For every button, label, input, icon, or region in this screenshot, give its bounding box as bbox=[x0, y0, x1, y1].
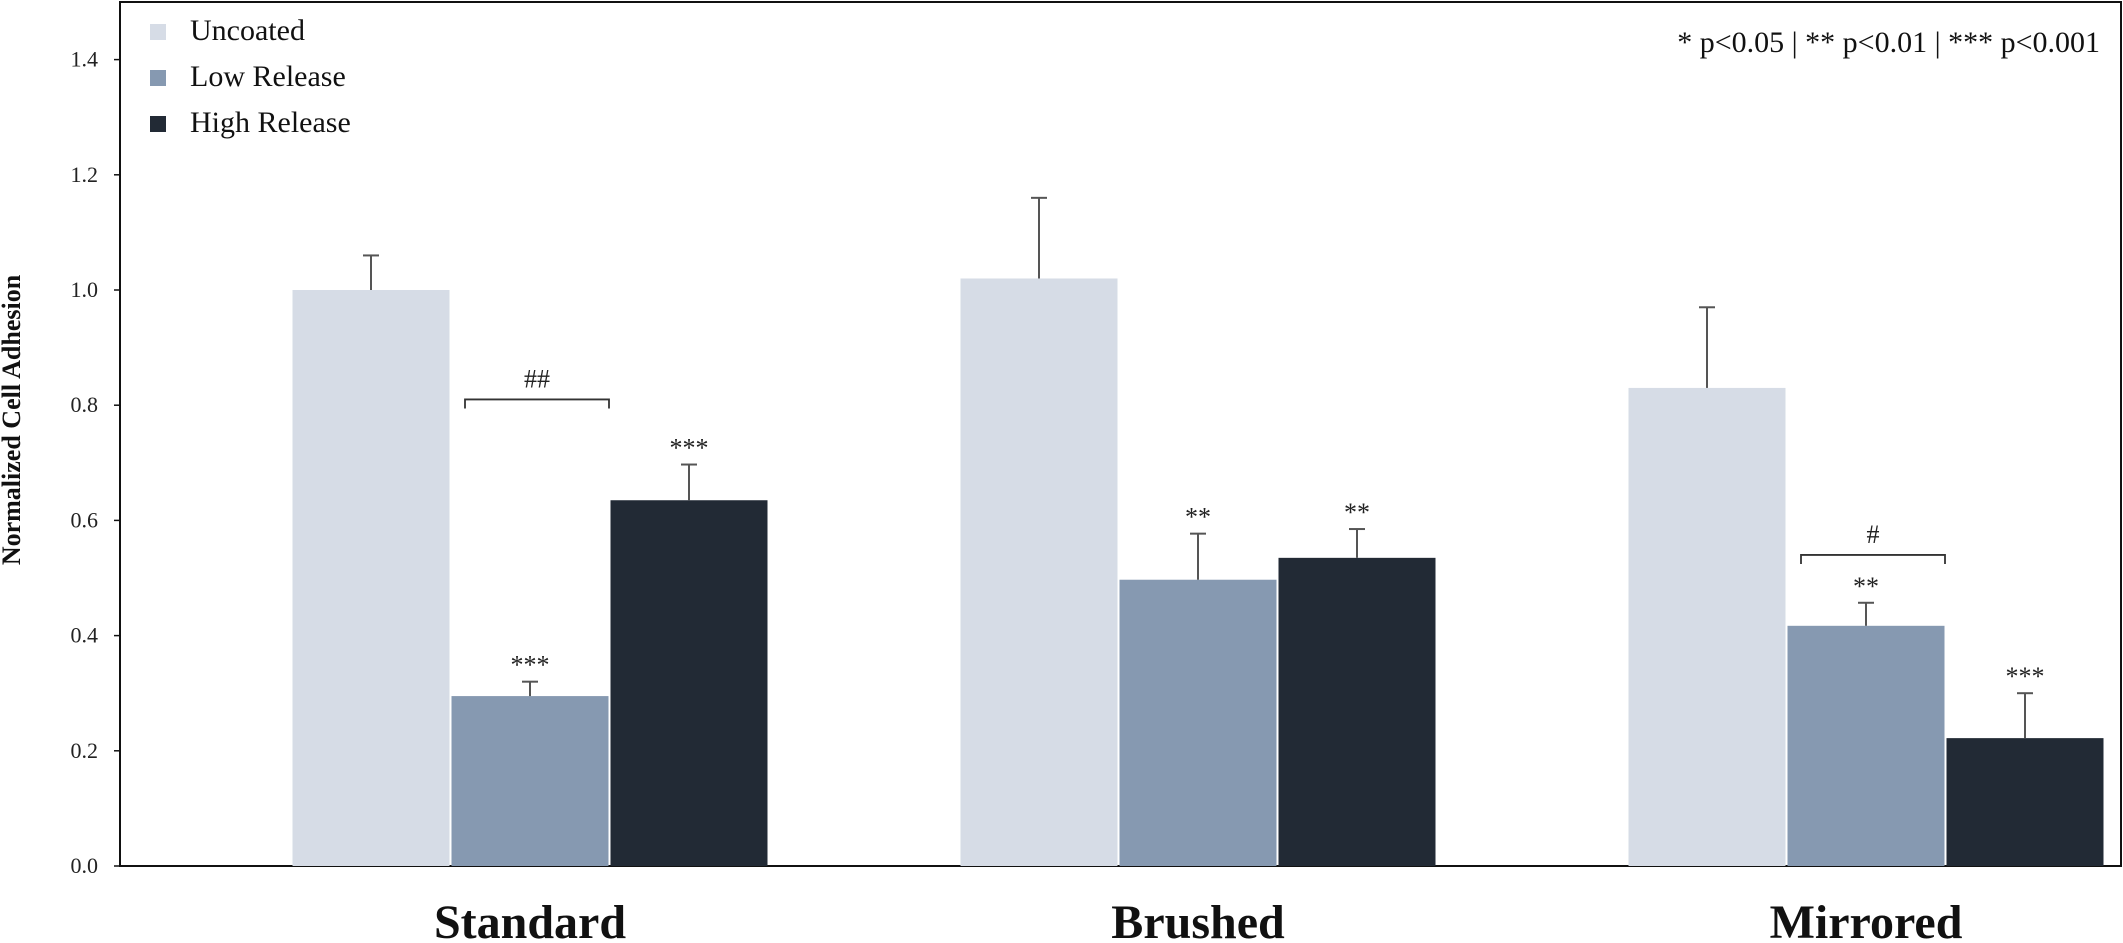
significance-label: *** bbox=[670, 434, 709, 463]
bar bbox=[960, 278, 1118, 867]
bar bbox=[1628, 387, 1786, 866]
bracket bbox=[1800, 554, 1946, 564]
bars-group bbox=[292, 278, 2104, 867]
y-tick-label: 1.0 bbox=[71, 277, 99, 302]
bracket-label: ## bbox=[524, 364, 550, 393]
brackets-group: ### bbox=[464, 364, 1946, 564]
legend-swatch bbox=[150, 116, 166, 132]
bar bbox=[1787, 625, 1945, 866]
y-axis: 0.0 0.2 0.4 0.6 0.8 1.0 1.2 1.4 bbox=[71, 47, 120, 878]
bar bbox=[451, 696, 609, 866]
legend: Uncoated Low Release High Release bbox=[150, 14, 351, 139]
bracket-label: # bbox=[1867, 520, 1880, 549]
bar bbox=[292, 290, 450, 866]
legend-label: Uncoated bbox=[190, 14, 305, 47]
bar bbox=[1278, 557, 1436, 866]
y-tick-label: 0.8 bbox=[71, 392, 99, 417]
y-tick-label: 1.2 bbox=[71, 162, 99, 187]
significance-label: ** bbox=[1344, 498, 1370, 527]
legend-label: Low Release bbox=[190, 60, 346, 93]
significance-label: *** bbox=[2006, 662, 2045, 691]
bar bbox=[610, 500, 768, 866]
y-tick-label: 0.0 bbox=[71, 853, 99, 878]
y-tick-label: 0.4 bbox=[71, 623, 99, 648]
legend-label: High Release bbox=[190, 106, 351, 139]
p-value-annotation: * p<0.05 | ** p<0.01 | *** p<0.001 bbox=[1677, 26, 2100, 59]
category-label: Brushed bbox=[1111, 896, 1285, 943]
legend-swatch bbox=[150, 24, 166, 40]
error-bars-group bbox=[363, 196, 2033, 739]
category-labels: Standard Brushed Mirrored bbox=[434, 896, 1963, 943]
bar bbox=[1946, 738, 2104, 866]
y-tick-label: 0.6 bbox=[71, 507, 99, 532]
bar bbox=[1119, 579, 1277, 866]
legend-swatch bbox=[150, 70, 166, 86]
significance-label: ** bbox=[1853, 572, 1879, 601]
category-label: Standard bbox=[434, 896, 626, 943]
y-tick-label: 0.2 bbox=[71, 738, 99, 763]
y-tick-label: 1.4 bbox=[71, 47, 99, 72]
significance-label: ** bbox=[1185, 503, 1211, 532]
significance-label: *** bbox=[511, 651, 550, 680]
significance-group: ******** ******* bbox=[511, 434, 2045, 692]
bracket bbox=[464, 398, 610, 409]
category-label: Mirrored bbox=[1770, 896, 1963, 943]
y-axis-title: Normalized Cell Adhesion bbox=[0, 274, 26, 565]
